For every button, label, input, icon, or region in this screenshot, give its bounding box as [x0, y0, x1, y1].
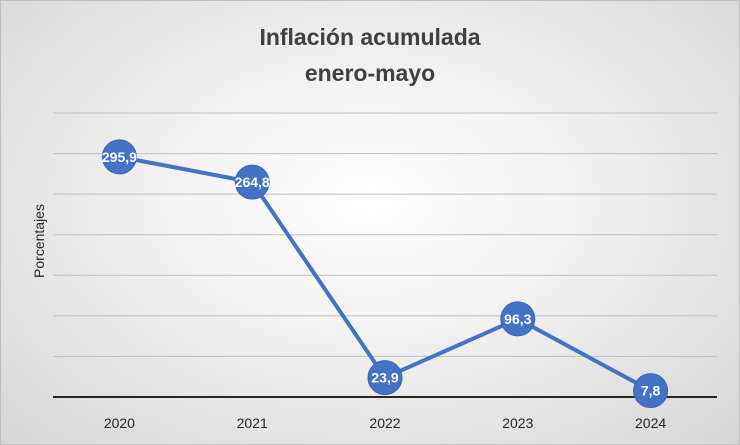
series-line-0	[119, 154, 652, 393]
data-label-2022: 23,9	[371, 370, 398, 386]
x-tick-label-2022: 2022	[369, 415, 400, 431]
x-tick-label-2024: 2024	[635, 415, 666, 431]
data-markers: 295,9 264,8 23,9 96,3 7,8	[101, 139, 669, 409]
data-point-2024	[633, 373, 669, 409]
x-tick-label-2023: 2023	[502, 415, 533, 431]
data-point-2021	[234, 164, 270, 200]
x-tick-label-2021: 2021	[237, 415, 268, 431]
gridlines	[53, 112, 717, 398]
data-point-2020	[101, 139, 137, 175]
data-label-2020: 295,9	[102, 149, 137, 165]
y-axis-label: Porcentajes	[31, 204, 47, 278]
data-point-2022	[367, 360, 403, 396]
chart-title-line-1: Inflación acumulada	[259, 24, 480, 50]
data-point-2023	[500, 301, 536, 337]
data-label-2021: 264,8	[235, 174, 270, 190]
x-tick-label-2020: 2020	[104, 415, 135, 431]
data-label-2024: 7,8	[641, 383, 661, 399]
x-axis-ticks: 2020 2021 2022 2023 2024	[104, 415, 667, 431]
series-line	[119, 154, 652, 393]
data-label-2023: 96,3	[504, 311, 531, 327]
chart-title-line-2: enero-mayo	[305, 60, 435, 86]
